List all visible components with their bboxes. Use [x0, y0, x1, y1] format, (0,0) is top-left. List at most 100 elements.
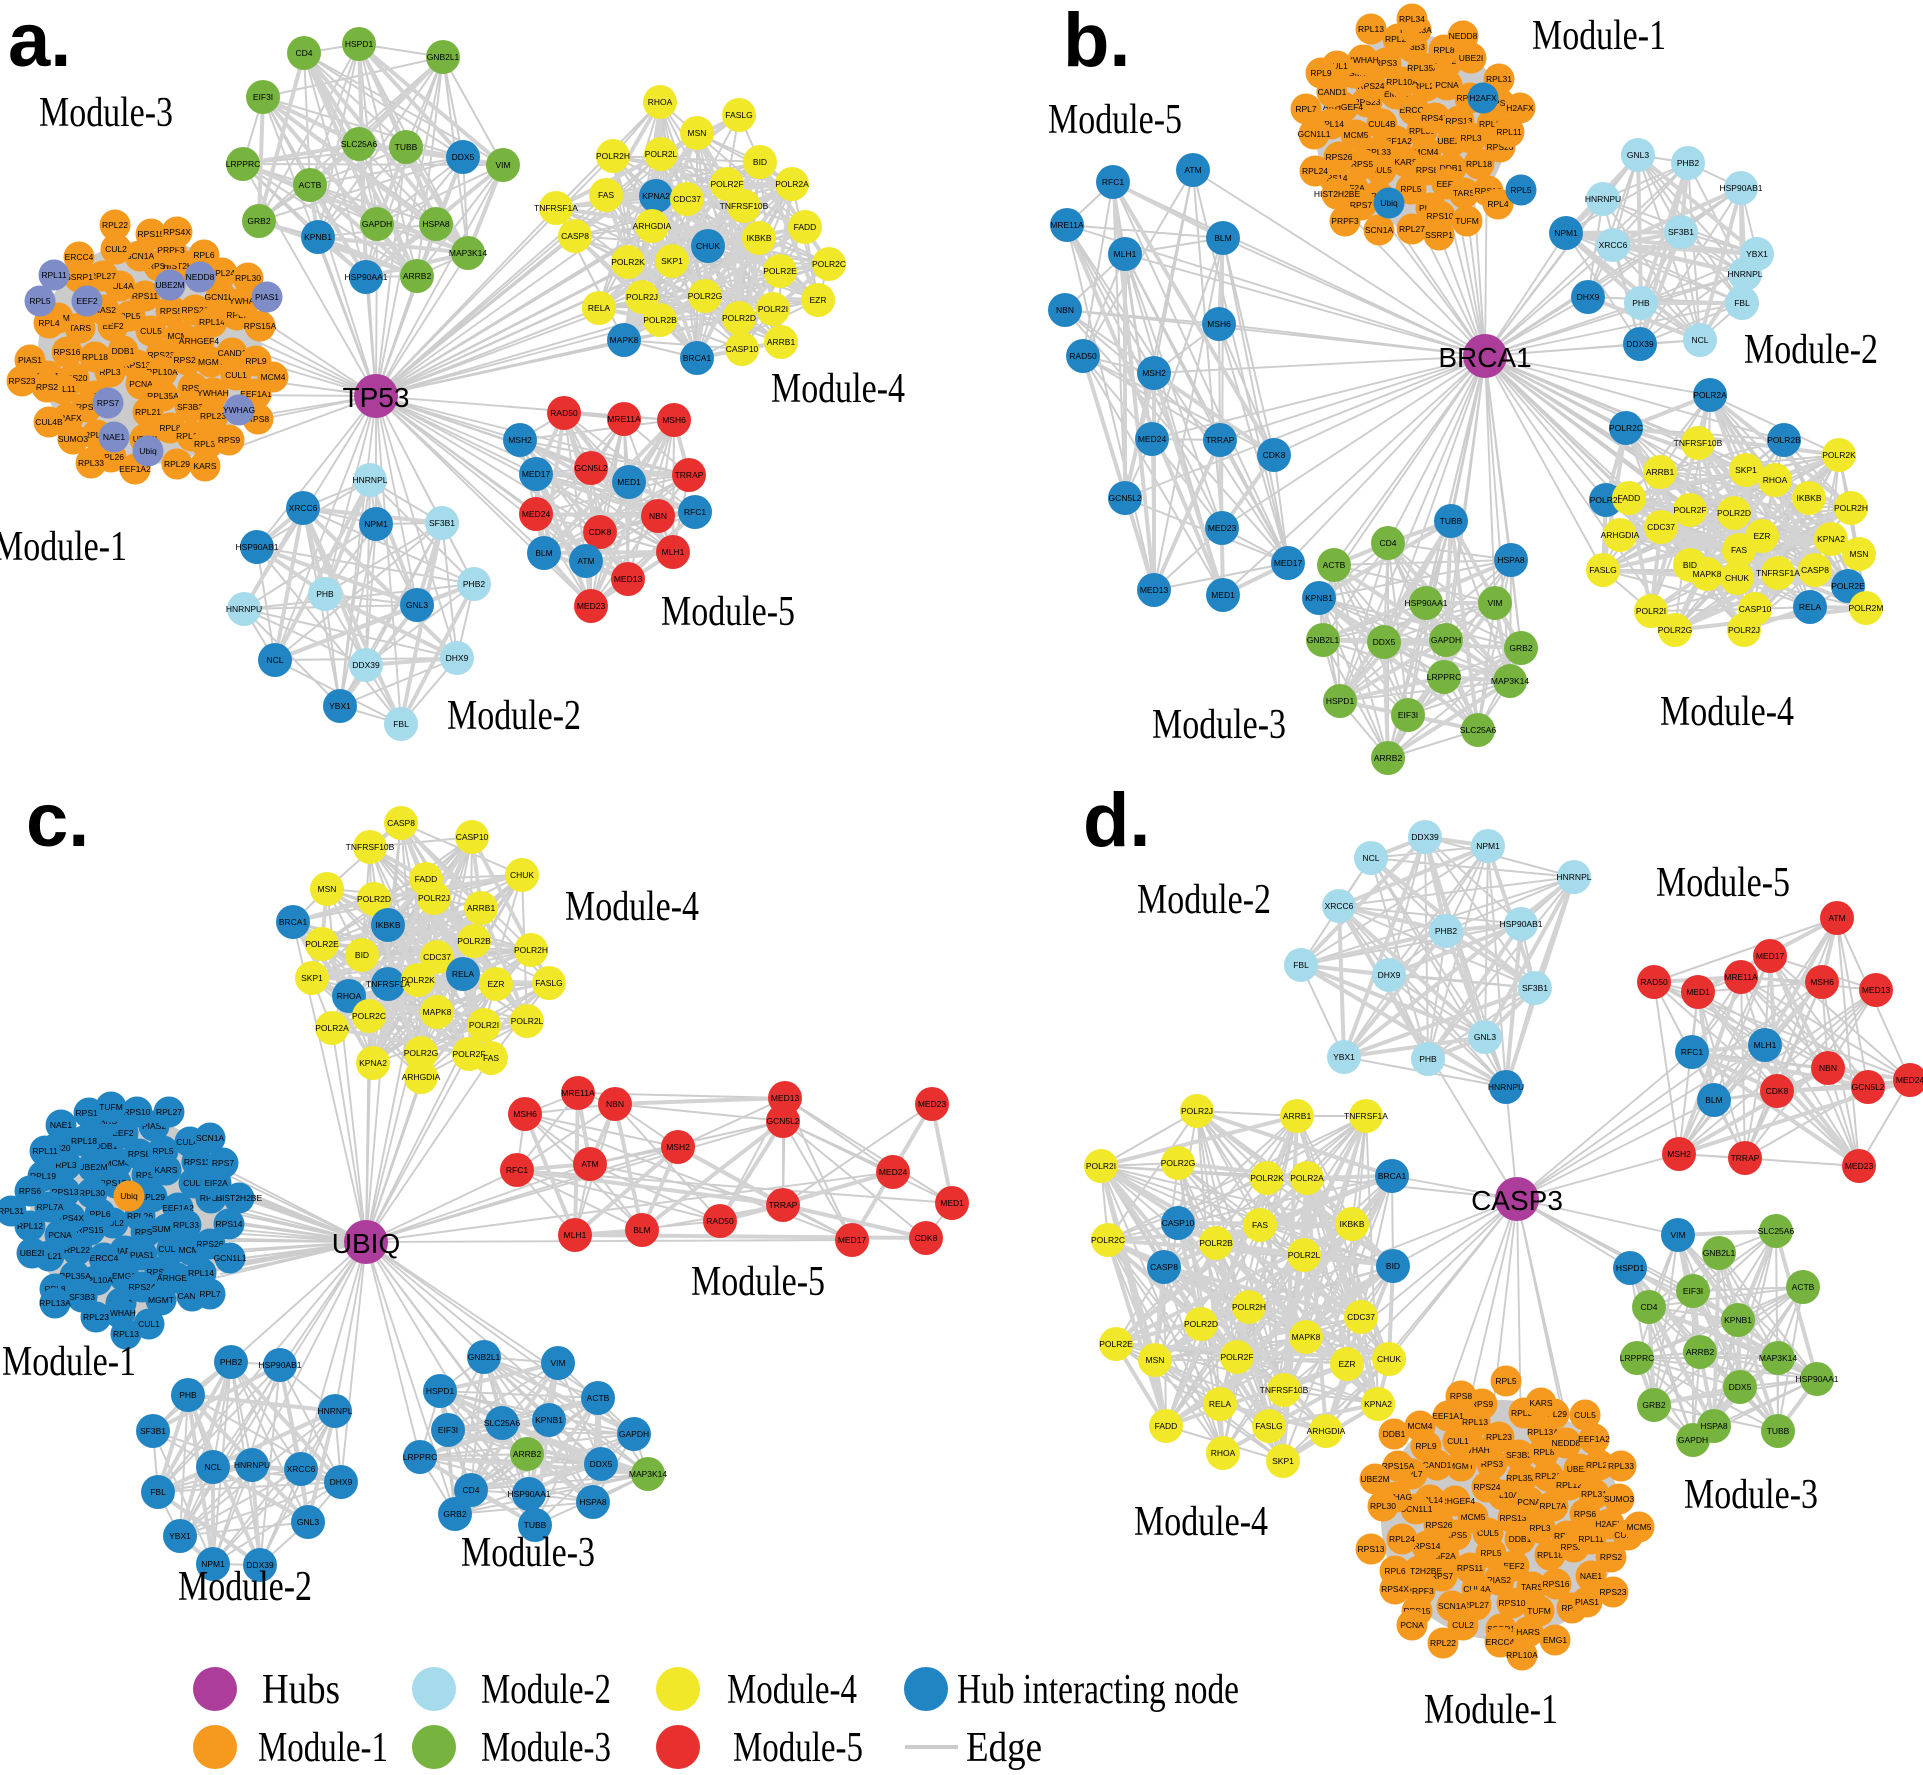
svg-text:RPL31: RPL31	[1486, 74, 1512, 84]
svg-text:RPL18: RPL18	[1537, 1550, 1563, 1560]
svg-text:PIAS1: PIAS1	[255, 292, 279, 302]
svg-text:ERCC4: ERCC4	[90, 1253, 119, 1263]
svg-text:DHX9: DHX9	[446, 653, 469, 663]
svg-text:RPL34: RPL34	[1511, 1408, 1537, 1418]
svg-text:RPL6: RPL6	[89, 1209, 111, 1219]
svg-text:RPL7: RPL7	[1401, 1469, 1423, 1479]
svg-text:CASP10: CASP10	[1162, 1218, 1195, 1228]
svg-text:RPS7: RPS7	[97, 398, 119, 408]
svg-text:Module-5: Module-5	[691, 1259, 825, 1305]
svg-text:H2AFX: H2AFX	[1595, 1519, 1623, 1529]
svg-text:RPL35A: RPL35A	[147, 391, 179, 401]
svg-text:EIF2A: EIF2A	[1432, 1551, 1456, 1561]
svg-text:POLR2B: POLR2B	[1199, 1238, 1233, 1248]
svg-text:RPL13: RPL13	[1358, 24, 1384, 34]
svg-text:RPL3: RPL3	[1529, 1523, 1551, 1533]
svg-text:ARHGEF4: ARHGEF4	[1435, 1496, 1475, 1506]
svg-text:BLM: BLM	[1214, 233, 1231, 243]
svg-text:MRE11A: MRE11A	[1724, 972, 1758, 982]
svg-text:RPL9: RPL9	[1415, 1441, 1437, 1451]
svg-text:MED17: MED17	[1274, 558, 1303, 568]
svg-text:MSN: MSN	[688, 128, 707, 138]
svg-text:SUMO3: SUMO3	[58, 434, 89, 444]
svg-text:RPS2: RPS2	[1600, 1552, 1622, 1562]
svg-text:FBL: FBL	[1734, 298, 1750, 308]
svg-text:MGMT: MGMT	[1341, 68, 1367, 78]
svg-text:RHOA: RHOA	[648, 97, 673, 107]
svg-text:a.: a.	[8, 0, 71, 83]
svg-text:GCN1L1: GCN1L1	[213, 1253, 246, 1263]
svg-text:Module-5: Module-5	[1656, 860, 1790, 906]
svg-text:PRPF3: PRPF3	[1331, 216, 1359, 226]
svg-text:RPL7: RPL7	[1295, 104, 1317, 114]
svg-text:Ubiq: Ubiq	[120, 1191, 138, 1201]
svg-text:TNFRSF1A: TNFRSF1A	[1344, 1111, 1388, 1121]
svg-text:BLM: BLM	[633, 1225, 650, 1235]
svg-text:HSPD1: HSPD1	[345, 39, 374, 49]
svg-text:ERCC4: ERCC4	[1400, 105, 1429, 115]
svg-text:POLR2A: POLR2A	[1693, 390, 1727, 400]
svg-text:RPS4X: RPS4X	[1381, 1584, 1409, 1594]
svg-text:FADD: FADD	[794, 222, 817, 232]
svg-text:RELA: RELA	[1209, 1399, 1232, 1409]
svg-text:ERCC4: ERCC4	[65, 252, 94, 262]
svg-text:MCM4: MCM4	[104, 1158, 129, 1168]
svg-text:SLC25A6: SLC25A6	[484, 1418, 521, 1428]
svg-text:XRCC6: XRCC6	[1599, 240, 1628, 250]
svg-text:RPL3: RPL3	[55, 1160, 77, 1170]
svg-text:EIF3I: EIF3I	[1398, 710, 1418, 720]
svg-text:RPL7: RPL7	[226, 310, 248, 320]
svg-text:RPL13A: RPL13A	[176, 431, 208, 441]
svg-text:RPS7: RPS7	[1350, 200, 1372, 210]
svg-text:ARHGEF4: ARHGEF4	[179, 336, 219, 346]
svg-text:GNB2L1: GNB2L1	[468, 1352, 501, 1362]
svg-text:GNL3: GNL3	[1474, 1032, 1496, 1042]
svg-text:RPS24: RPS24	[1474, 1482, 1501, 1492]
svg-text:HIST2H2BE: HIST2H2BE	[163, 261, 210, 271]
svg-text:PIAS1: PIAS1	[1575, 1597, 1599, 1607]
svg-text:ARHGEF4: ARHGEF4	[1323, 102, 1363, 112]
svg-text:HSP90AB1: HSP90AB1	[236, 542, 279, 552]
svg-text:Module-2: Module-2	[447, 693, 581, 739]
svg-text:CDK8: CDK8	[1263, 450, 1286, 460]
svg-text:NCL: NCL	[204, 1462, 221, 1472]
svg-text:CUL1: CUL1	[1447, 1436, 1469, 1446]
svg-text:POLR2L: POLR2L	[645, 149, 678, 159]
svg-text:RPS8: RPS8	[1450, 1391, 1472, 1401]
svg-text:KPNA2: KPNA2	[1817, 534, 1845, 544]
svg-text:HIST2H2BE: HIST2H2BE	[216, 1193, 263, 1203]
svg-text:RAD50: RAD50	[1069, 351, 1097, 361]
svg-text:LRPPRC: LRPPRC	[403, 1452, 437, 1462]
svg-text:CASP8: CASP8	[1150, 1262, 1178, 1272]
svg-text:GAPDH: GAPDH	[1431, 635, 1461, 645]
svg-text:DDX39: DDX39	[352, 660, 380, 670]
svg-text:RPL12: RPL12	[1556, 1480, 1582, 1490]
svg-text:RPL30: RPL30	[1370, 1501, 1396, 1511]
svg-text:UBIQ: UBIQ	[332, 1228, 400, 1259]
svg-text:HIST2H2BE: HIST2H2BE	[1314, 189, 1361, 199]
svg-text:NBN: NBN	[1819, 1063, 1837, 1073]
svg-text:POLR2D: POLR2D	[1184, 1319, 1218, 1329]
svg-text:UBE2M: UBE2M	[1360, 1474, 1389, 1484]
svg-text:RPS16: RPS16	[1543, 1579, 1570, 1589]
svg-text:KPNA2: KPNA2	[642, 191, 670, 201]
svg-text:HNRNPU: HNRNPU	[226, 604, 262, 614]
svg-text:RPS4X: RPS4X	[56, 1213, 84, 1223]
svg-text:EEF1A1: EEF1A1	[1432, 1411, 1464, 1421]
svg-text:POLR2J: POLR2J	[1728, 625, 1760, 635]
svg-text:MED1: MED1	[1211, 590, 1235, 600]
svg-text:RPL7A: RPL7A	[1540, 1501, 1567, 1511]
svg-text:POLR2I: POLR2I	[1086, 1161, 1116, 1171]
svg-text:RPL4: RPL4	[1487, 199, 1509, 209]
svg-text:KARS: KARS	[193, 461, 216, 471]
svg-text:RPL11: RPL11	[1496, 127, 1522, 137]
svg-text:GNL3: GNL3	[1627, 150, 1649, 160]
svg-text:ARHGDIA: ARHGDIA	[1601, 530, 1640, 540]
svg-text:SCN1A: SCN1A	[1365, 225, 1394, 235]
svg-text:RPL24: RPL24	[1389, 1534, 1415, 1544]
svg-text:POLR2G: POLR2G	[688, 291, 723, 301]
svg-text:ARHGDIA: ARHGDIA	[402, 1072, 441, 1082]
svg-text:RPL18: RPL18	[1466, 159, 1492, 169]
svg-text:RPS20: RPS20	[1487, 142, 1514, 152]
svg-text:BLM: BLM	[535, 548, 552, 558]
